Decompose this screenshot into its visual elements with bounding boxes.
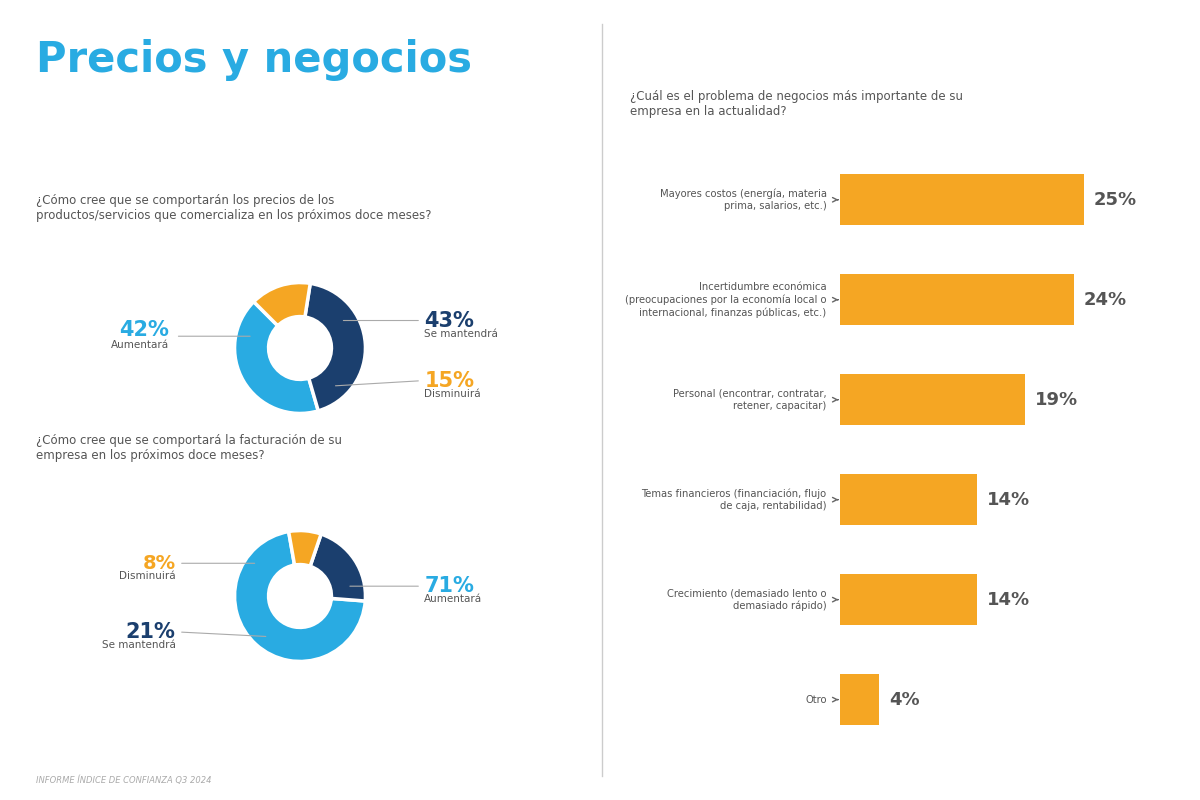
Text: 42%: 42% xyxy=(119,320,169,340)
FancyBboxPatch shape xyxy=(840,474,977,526)
Text: 4%: 4% xyxy=(889,690,919,709)
Text: 21%: 21% xyxy=(126,622,175,642)
Text: Temas financieros (financiación, flujo
de caja, rentabilidad): Temas financieros (financiación, flujo d… xyxy=(642,488,827,511)
Wedge shape xyxy=(289,530,322,566)
FancyBboxPatch shape xyxy=(840,574,977,625)
Text: ¿Cómo cree que se comportará la facturación de su
empresa en los próximos doce m: ¿Cómo cree que se comportará la facturac… xyxy=(36,434,342,462)
Text: Disminuirá: Disminuirá xyxy=(119,570,175,581)
Text: ¿Cómo cree que se comportarán los precios de los
productos/servicios que comerci: ¿Cómo cree que se comportarán los precio… xyxy=(36,194,432,222)
Text: Mayores costos (energía, materia
prima, salarios, etc.): Mayores costos (energía, materia prima, … xyxy=(660,188,827,211)
Wedge shape xyxy=(305,283,366,411)
Wedge shape xyxy=(234,302,318,414)
Text: Se mantendrá: Se mantendrá xyxy=(102,640,175,650)
Text: 71%: 71% xyxy=(425,576,474,596)
Text: Disminuirá: Disminuirá xyxy=(425,389,481,399)
Text: Incertidumbre económica
(preocupaciones por la economía local o
internacional, f: Incertidumbre económica (preocupaciones … xyxy=(625,282,827,318)
Text: 24%: 24% xyxy=(1084,290,1127,309)
Text: 19%: 19% xyxy=(1036,390,1079,409)
FancyBboxPatch shape xyxy=(840,674,880,725)
FancyBboxPatch shape xyxy=(840,374,1026,426)
Text: ¿Cuál es el problema de negocios más importante de su
empresa en la actualidad?: ¿Cuál es el problema de negocios más imp… xyxy=(630,90,964,118)
Text: 15%: 15% xyxy=(425,370,474,390)
Text: Aumentará: Aumentará xyxy=(425,594,482,604)
Text: Personal (encontrar, contratar,
retener, capacitar): Personal (encontrar, contratar, retener,… xyxy=(673,389,827,411)
Text: Aumentará: Aumentará xyxy=(110,340,169,350)
Text: Crecimiento (demasiado lento o
demasiado rápido): Crecimiento (demasiado lento o demasiado… xyxy=(667,588,827,611)
Wedge shape xyxy=(234,531,365,662)
Text: Precios y negocios: Precios y negocios xyxy=(36,39,472,81)
Text: 25%: 25% xyxy=(1093,190,1136,209)
Text: Otro: Otro xyxy=(805,694,827,705)
FancyBboxPatch shape xyxy=(840,274,1074,326)
FancyBboxPatch shape xyxy=(840,174,1084,226)
Text: Se mantendrá: Se mantendrá xyxy=(425,329,498,338)
Wedge shape xyxy=(310,534,366,601)
Text: 8%: 8% xyxy=(143,554,175,573)
Text: 43%: 43% xyxy=(425,310,474,330)
Wedge shape xyxy=(253,282,311,326)
Text: 14%: 14% xyxy=(986,490,1030,509)
Text: 14%: 14% xyxy=(986,590,1030,609)
Text: INFORME ÍNDICE DE CONFIANZA Q3 2024: INFORME ÍNDICE DE CONFIANZA Q3 2024 xyxy=(36,775,211,785)
